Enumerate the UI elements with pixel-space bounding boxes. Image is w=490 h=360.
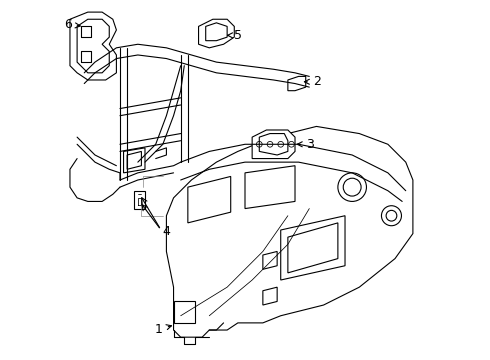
Polygon shape bbox=[288, 76, 306, 91]
Polygon shape bbox=[198, 19, 234, 48]
Polygon shape bbox=[70, 12, 117, 80]
Text: 3: 3 bbox=[297, 138, 314, 151]
Text: 5: 5 bbox=[227, 29, 242, 42]
Polygon shape bbox=[134, 191, 145, 208]
Polygon shape bbox=[252, 130, 295, 158]
Text: 1: 1 bbox=[155, 323, 172, 336]
Polygon shape bbox=[167, 126, 413, 337]
Text: 4: 4 bbox=[162, 225, 170, 238]
Text: 6: 6 bbox=[64, 18, 80, 31]
Text: 2: 2 bbox=[304, 75, 321, 88]
